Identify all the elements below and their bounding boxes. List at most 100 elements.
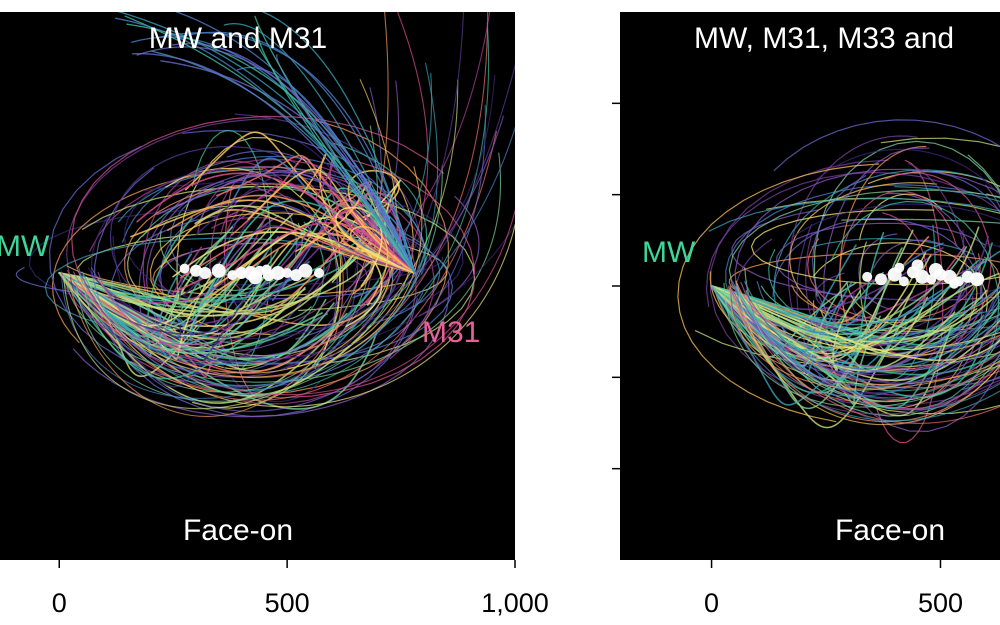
trajectory-line bbox=[131, 36, 416, 274]
trajectory-line bbox=[962, 375, 1000, 390]
center-point bbox=[970, 272, 985, 287]
panel-title-right: MW, M31, M33 and bbox=[694, 22, 954, 55]
trajectory-line bbox=[335, 206, 416, 287]
x-axis-right: 0 500 bbox=[704, 560, 963, 618]
galaxy-label-mw-right: MW bbox=[642, 236, 696, 269]
trajectory-line bbox=[58, 272, 353, 374]
x-tick-label: 0 bbox=[52, 588, 67, 618]
trajectory-line bbox=[254, 15, 416, 274]
trajectory-line bbox=[211, 217, 309, 236]
trajectory-line bbox=[791, 203, 1000, 238]
x-tick-label: 500 bbox=[918, 588, 963, 618]
center-point bbox=[314, 268, 324, 278]
x-tick-label: 0 bbox=[704, 588, 719, 618]
trajectory-line bbox=[816, 148, 1000, 197]
trajectory-line bbox=[122, 155, 426, 250]
center-point bbox=[190, 264, 202, 277]
center-point bbox=[875, 273, 887, 286]
trajectory-line bbox=[58, 272, 262, 388]
trajectory-line bbox=[247, 168, 416, 274]
trajectory-line bbox=[773, 119, 1000, 171]
center-point bbox=[179, 263, 190, 274]
trajectory-line bbox=[63, 79, 459, 410]
trajectory-line bbox=[813, 242, 988, 313]
trajectory-line bbox=[745, 290, 1000, 391]
trajectory-line bbox=[729, 288, 1000, 372]
trajectory-line bbox=[175, 12, 416, 274]
trajectory-line bbox=[841, 218, 1000, 224]
trajectory-line bbox=[728, 285, 1000, 390]
trajectory-line bbox=[58, 272, 246, 318]
trajectory-line bbox=[826, 137, 1000, 415]
center-point bbox=[282, 268, 293, 278]
trajectories-right bbox=[677, 119, 1000, 444]
trajectory-line bbox=[97, 115, 504, 359]
trajectory-line bbox=[730, 280, 1000, 400]
trajectory-line bbox=[224, 181, 416, 274]
trajectory-line bbox=[72, 280, 450, 418]
trajectory-line bbox=[138, 180, 224, 345]
trajectory-line bbox=[830, 200, 1000, 410]
center-point bbox=[199, 267, 212, 279]
trajectory-line bbox=[677, 163, 880, 423]
center-point bbox=[271, 266, 285, 280]
trajectory-line bbox=[710, 247, 903, 341]
trajectory-line bbox=[731, 288, 1000, 376]
center-points-left bbox=[179, 263, 324, 285]
center-point bbox=[894, 262, 905, 273]
center-point bbox=[211, 263, 226, 278]
center-point bbox=[261, 264, 272, 275]
trajectory-line bbox=[223, 211, 333, 307]
center-point bbox=[862, 271, 873, 282]
trajectory-line bbox=[735, 287, 1000, 357]
trajectory-line bbox=[729, 285, 1000, 403]
trajectory-line bbox=[251, 36, 416, 274]
trajectory-line bbox=[102, 160, 476, 399]
trajectory-line bbox=[81, 72, 433, 366]
trajectory-line bbox=[728, 287, 1000, 424]
trajectory-line bbox=[735, 280, 1000, 425]
trajectory-line bbox=[817, 230, 965, 386]
trajectory-line bbox=[149, 212, 387, 336]
trajectory-line bbox=[58, 272, 320, 317]
trajectory-line bbox=[710, 285, 1000, 362]
trajectory-line bbox=[78, 62, 439, 386]
center-point bbox=[949, 278, 960, 289]
trajectory-line bbox=[87, 74, 496, 340]
trajectory-line bbox=[261, 12, 416, 274]
y-axis-right bbox=[612, 102, 620, 470]
trajectory-line bbox=[332, 142, 428, 314]
trajectory-line bbox=[61, 12, 491, 345]
trajectory-line bbox=[710, 285, 913, 344]
center-points-right bbox=[862, 259, 985, 289]
trajectory-line bbox=[777, 154, 1000, 417]
trajectory-line bbox=[735, 286, 1000, 411]
trajectory-line bbox=[815, 272, 877, 323]
trajectory-line bbox=[894, 186, 1000, 203]
trajectory-line bbox=[705, 171, 1000, 308]
trajectory-line bbox=[58, 79, 398, 374]
x-axis-left: 0 500 1,000 bbox=[52, 560, 549, 618]
trajectory-line bbox=[69, 223, 515, 362]
trajectory-line bbox=[260, 217, 416, 290]
trajectory-line bbox=[903, 170, 1000, 341]
view-label-left: Face-on bbox=[183, 514, 293, 547]
trajectory-line bbox=[731, 280, 1000, 356]
center-point bbox=[898, 276, 909, 287]
trajectory-line bbox=[175, 31, 416, 274]
galaxy-label-mw-left: MW bbox=[0, 230, 50, 263]
trajectory-line bbox=[85, 222, 515, 408]
galaxy-label-m31-left: M31 bbox=[422, 316, 480, 349]
panel-right: MW, M31, M33 and Face-on MW 0 500 bbox=[612, 12, 1000, 618]
trajectory-line bbox=[813, 140, 1000, 369]
trajectory-line bbox=[58, 214, 280, 325]
trajectory-line bbox=[710, 281, 848, 367]
x-tick-label: 1,000 bbox=[481, 588, 549, 618]
center-point bbox=[926, 274, 937, 285]
trajectory-line bbox=[736, 284, 1000, 370]
view-label-right: Face-on bbox=[835, 514, 945, 547]
trajectory-line bbox=[150, 50, 416, 274]
trajectory-line bbox=[91, 104, 486, 412]
trajectory-line bbox=[314, 155, 416, 274]
